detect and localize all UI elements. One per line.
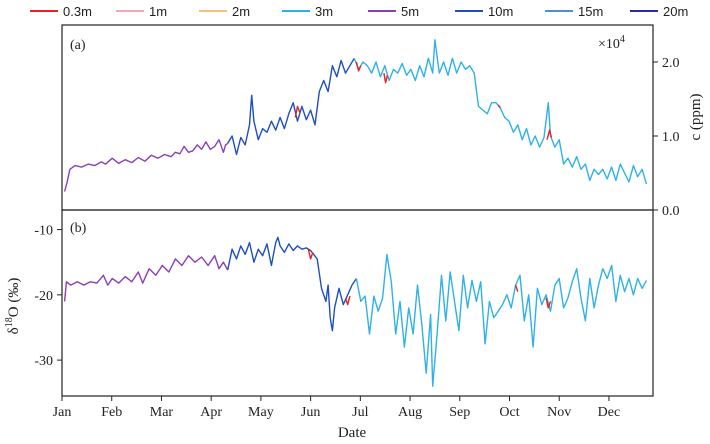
y-tick-label--10: -10 [34, 224, 53, 239]
legend-label-20m: 20m [663, 4, 688, 19]
x-tick-label-Jul: Jul [352, 405, 368, 420]
x-axis-title: Date [338, 425, 367, 441]
series-line-0.3m-4 [355, 61, 362, 72]
panel-b-label: (b) [70, 221, 87, 236]
series-line-10m-1 [227, 236, 357, 332]
y-tick-label-1.0: 1.0 [662, 130, 680, 145]
series-line-0.3m-7 [497, 104, 501, 109]
panel-b-lines [63, 236, 648, 387]
panel-a: (a) ×104 0.0 1.0 2.0 c (ppm) [61, 24, 704, 219]
legend-label-5m: 5m [401, 4, 419, 19]
panel-a-y-axis-title: c (ppm) [688, 93, 704, 140]
series-line-0.3m-5 [545, 297, 552, 309]
x-tick-label-Sep: Sep [449, 405, 470, 420]
x-tick-label-Mar: Mar [150, 405, 174, 420]
x-tick-label-Apr: Apr [200, 405, 222, 420]
series-line-5m-0 [63, 255, 229, 302]
legend-label-1m: 1m [149, 4, 167, 19]
x-tick-label-Nov: Nov [547, 405, 571, 420]
legend-label-2m: 2m [232, 4, 250, 19]
legend: 0.3m 1m 2m 3m 5m 10m 15m 20m [30, 4, 688, 19]
series-line-0.3m-5 [383, 72, 389, 84]
panel-b-frame [61, 209, 654, 397]
series-line-0.3m-6 [514, 284, 519, 292]
series-line-5m-0 [63, 139, 229, 192]
y-tick-label-0.0: 0.0 [662, 204, 680, 219]
panel-a-y-ticks: 0.0 1.0 2.0 [653, 56, 680, 219]
legend-label-15m: 15m [578, 4, 603, 19]
series-line-0.3m-4 [344, 295, 351, 306]
panel-a-label: (a) [70, 38, 86, 53]
panel-a-frame [61, 24, 654, 211]
legend-label-3m: 3m [315, 4, 333, 19]
x-tick-label-Dec: Dec [598, 405, 621, 420]
x-tick-label-Jun: Jun [301, 405, 320, 420]
series-line-0.3m-6 [546, 129, 553, 140]
x-tick-label-Feb: Feb [101, 405, 122, 420]
series-line-10m-1 [227, 57, 355, 156]
y-tick-label--30: -30 [34, 354, 53, 369]
x-axis-ticks: Jan Feb Mar Apr May Jun Jul Aug Sep Oct Nov Dec [53, 396, 621, 420]
legend-label-0.3m: 0.3m [63, 4, 92, 19]
panel-a-multiplier: ×104 [598, 34, 625, 52]
panel-a-lines [63, 39, 648, 192]
x-tick-label-Jan: Jan [53, 405, 72, 420]
x-tick-label-May: May [248, 405, 274, 420]
panel-b: (b) -10 -20 -30 δ18O (‰) [4, 209, 654, 397]
series-line-0.3m-3 [294, 105, 301, 118]
series-line-0.3m-3 [307, 249, 314, 260]
legend-label-10m: 10m [488, 4, 513, 19]
y-tick-label-2.0: 2.0 [662, 56, 680, 71]
x-tick-label-Aug: Aug [398, 405, 422, 420]
panel-b-y-axis-title: δ18O (‰) [4, 278, 22, 335]
series-line-3m-2 [355, 253, 648, 387]
series-line-3m-2 [353, 39, 648, 185]
x-tick-label-Oct: Oct [499, 405, 519, 420]
y-tick-label--20: -20 [34, 289, 53, 304]
panel-b-y-ticks: -10 -20 -30 [34, 224, 62, 369]
